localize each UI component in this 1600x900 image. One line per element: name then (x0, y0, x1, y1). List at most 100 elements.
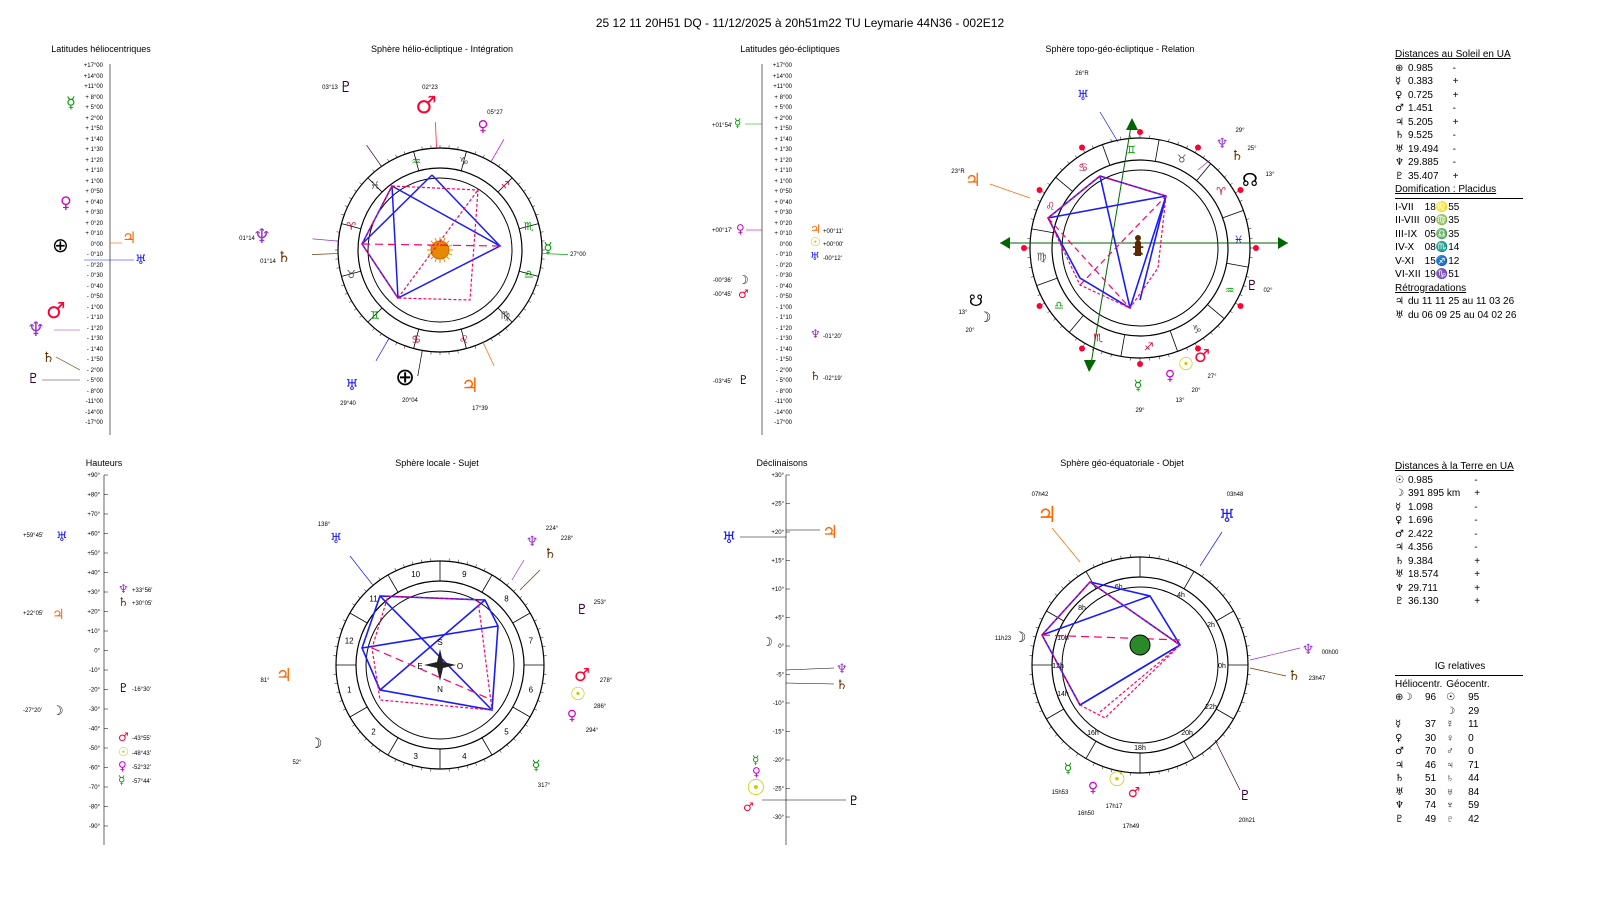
planet-degree-label: 138° (318, 522, 331, 528)
scale-tick-label: +14°00 (83, 73, 103, 80)
domification-row-cell: 19♑51 (1424, 269, 1460, 280)
ig-row-cell: 96 (1424, 692, 1437, 703)
house-number-label: 4 (462, 752, 467, 761)
earth-distance-row-cell: 1.098 (1407, 501, 1433, 513)
planet-degree-label: 52° (292, 760, 302, 766)
planet-glyph: ♇ (1239, 788, 1252, 804)
degree-tick (1054, 593, 1058, 596)
degree-tick (1167, 769, 1169, 773)
degree-tick (498, 333, 501, 337)
degree-tick (1239, 294, 1243, 296)
zodiac-sign-label: ♍ (1036, 251, 1046, 264)
planet-glyph: ♀ (1165, 368, 1175, 384)
domification-row: VI-XII 19♑51 (1395, 268, 1463, 282)
scale-tick-label: + 0°50 (85, 189, 103, 195)
svg-text:♀: ♀ (118, 759, 127, 773)
earth-distance-row-cell: ☿ (1395, 501, 1402, 513)
sun-distance-row-cell: + (1452, 116, 1459, 128)
degree-tick (1158, 771, 1160, 775)
degree-tick (1032, 692, 1036, 694)
scale-tick-label: + 1°50 (774, 126, 792, 132)
compass-label: E (417, 662, 422, 671)
planet-glyph: ♅ (1219, 506, 1235, 527)
scale-tick-label: -11°00 (774, 399, 792, 405)
svg-text:♂: ♂ (743, 800, 754, 814)
earth-globe-icon (1129, 634, 1151, 656)
degree-tick (457, 767, 459, 771)
domification-row-cell: 08♏14 (1424, 242, 1460, 253)
degree-tick (542, 646, 546, 648)
planet-glyph: ♅ (330, 531, 343, 547)
degree-tick (1217, 325, 1221, 329)
sphere-topo-chart: ♉♈♓♒♑♐♏♎♍♌♋♊🯅♅26°R♆29°♄25°☊13°♃23°R♇02°☋… (951, 71, 1288, 414)
ig-row: ♃ 46 ♃ 71 (1395, 759, 1494, 773)
degree-tick (1246, 276, 1250, 278)
planet-glyph: ♅ (1077, 88, 1090, 104)
planet-degree-label: 27° (1207, 374, 1217, 380)
scale-tick-label: + 2°00 (85, 115, 103, 122)
degree-tick (1030, 645, 1034, 647)
domification-row: I-VII 18♌55 (1395, 201, 1463, 215)
sphere-helio-chart: ♑♐♏♎♍♌♋♊♉♈♓♒♇03°13♂02°23♀05°27♆01°14♄01°… (239, 78, 586, 412)
sun-ray (448, 252, 453, 256)
scale-tick-label: +14°00 (772, 73, 792, 80)
degree-tick (1235, 191, 1238, 194)
zodiac-sign-label: ♌ (459, 333, 469, 346)
degree-tick (1237, 710, 1241, 713)
degree-tick (1248, 228, 1252, 230)
house-number-label: 9 (462, 570, 467, 579)
compass-rose-icon (424, 649, 456, 681)
scale-tick-label: - 1°50 (775, 357, 792, 363)
degree-tick (1048, 601, 1052, 604)
svg-text:-16°30': -16°30' (132, 687, 151, 693)
panel-title-hauteurs: Hauteurs (85, 458, 123, 468)
scale-tick-label: - 0°40 (775, 283, 792, 290)
planet-degree-label: 13° (1265, 172, 1275, 178)
sector-divider (1216, 708, 1234, 720)
ig-row-cell: ♂ (1446, 746, 1454, 757)
ig-row-cell: 51 (1424, 773, 1437, 784)
degree-tick (348, 300, 352, 303)
sector-divider (519, 223, 539, 230)
degree-tick (537, 628, 541, 630)
degree-tick (1176, 766, 1179, 770)
hauteurs-markers: +59°45' ♅ ♆ +33°56' ♄ +30°05' +22°05' ♃ … (23, 530, 152, 787)
house-number-label: 12 (345, 637, 354, 646)
sector-divider (349, 612, 368, 624)
compass-label: N (437, 685, 443, 694)
degree-tick (1239, 200, 1243, 202)
degree-tick (519, 731, 523, 734)
svg-text:☿: ☿ (734, 116, 741, 130)
degree-tick (457, 146, 459, 150)
zodiac-sign-label: ♊ (1126, 143, 1136, 156)
earth-distance-row: ☉ 0.985 - (1395, 474, 1484, 488)
earth-distance-row-cell: - (1474, 528, 1478, 540)
ig-row-cell: ☽ (1446, 705, 1456, 717)
ig-row-cell (1395, 705, 1425, 719)
arrow-right-icon (1278, 237, 1288, 249)
core-circle (365, 590, 515, 740)
domification-table: I-VII 18♌55 II-VIII 09♍35 III-IX 05♎35 IV-X 08♏… (1395, 201, 1463, 282)
degree-tick (525, 603, 528, 606)
sun-distance-row: ♇ 35.407 + (1395, 170, 1462, 184)
ig-row: ♅ 30 ♅ 84 (1395, 786, 1494, 800)
ig-row-cell: ♃ (1395, 759, 1404, 771)
hour-label: 16h (1087, 730, 1099, 737)
domification-row: II-VIII 09♍35 (1395, 214, 1463, 228)
scale-tick-label: + 1°40 (774, 136, 792, 143)
planet-glyph: ♂ (574, 665, 590, 686)
degree-tick (1194, 150, 1197, 153)
degree-tick (1111, 769, 1113, 773)
degree-tick (372, 327, 375, 331)
scale-tick-label: -17°00 (85, 420, 103, 426)
earth-distance-row-cell: ♃ (1395, 542, 1404, 553)
scale-tick-label: + 1°40 (85, 136, 103, 143)
degree-tick (1030, 218, 1034, 220)
scale-tick-label: + 0°30 (85, 210, 103, 216)
degree-tick (421, 146, 423, 150)
earth-distance-row-cell: 2.422 (1407, 528, 1433, 540)
scale-tick-label: - 2°00 (775, 367, 792, 374)
ig-row-cell: ♂ (1395, 746, 1404, 757)
svg-text:-00°36': -00°36' (713, 278, 732, 284)
degree-tick (336, 267, 340, 269)
